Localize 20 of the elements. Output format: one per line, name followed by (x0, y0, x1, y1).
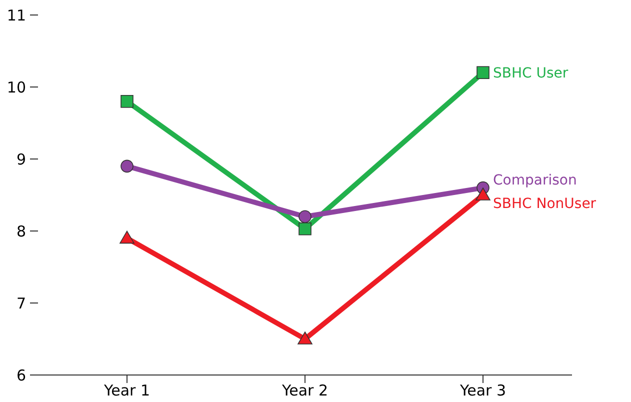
series-label: SBHC User (493, 66, 568, 82)
point (120, 160, 134, 173)
point (298, 332, 312, 344)
x-tick-label: Year 2 (280, 382, 328, 400)
x-tick-label: Year 3 (458, 382, 506, 400)
point (298, 222, 312, 236)
y-tick-label: 7 (16, 294, 26, 312)
series-label: Comparison (493, 172, 577, 189)
point (120, 230, 134, 244)
point (476, 188, 490, 200)
y-tick-label: 10 (6, 78, 26, 96)
point (120, 95, 134, 108)
x-tick-label: Year 1 (102, 382, 150, 400)
y-tick-label: 6 (16, 366, 26, 384)
point (298, 210, 312, 223)
series-label: SBHC NonUser (493, 196, 596, 212)
y-tick-label: 8 (16, 222, 26, 240)
point (476, 66, 490, 79)
y-tick-label: 11 (6, 6, 26, 24)
y-tick-label: 9 (16, 150, 26, 168)
